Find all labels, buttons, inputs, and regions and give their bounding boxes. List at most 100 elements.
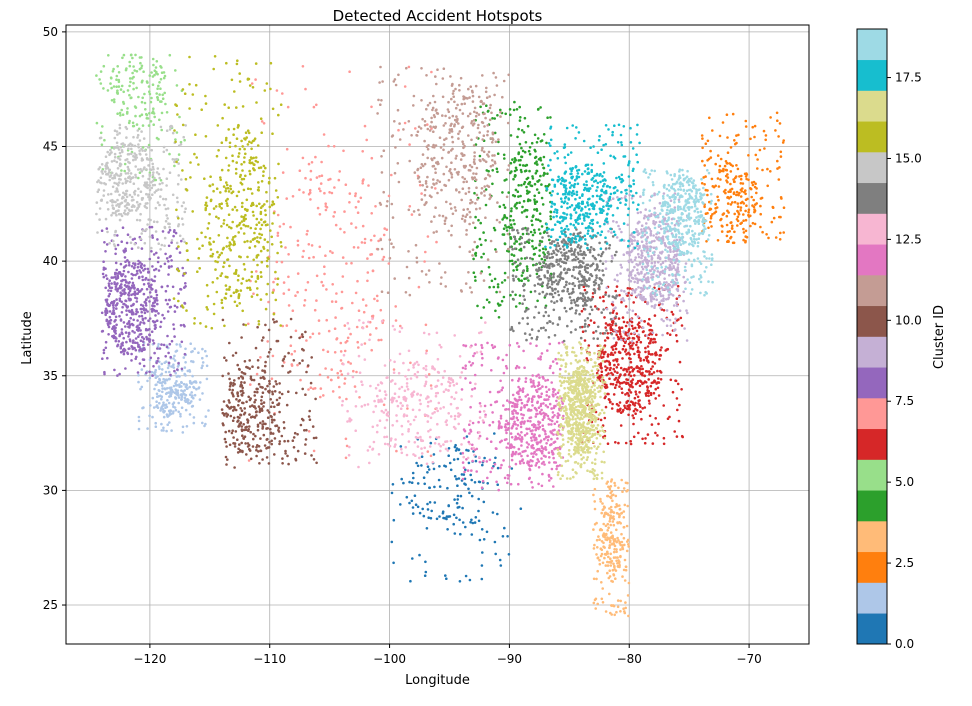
data-point: [682, 291, 685, 294]
data-point: [319, 190, 322, 193]
data-point: [522, 350, 525, 353]
data-point: [308, 243, 311, 246]
data-point: [127, 293, 130, 296]
data-point: [726, 136, 729, 139]
data-point: [142, 344, 145, 347]
data-point: [107, 89, 110, 92]
data-point: [660, 228, 663, 231]
data-point: [621, 490, 624, 493]
data-point: [155, 92, 158, 95]
data-point: [721, 230, 724, 233]
data-point: [465, 345, 468, 348]
data-point: [708, 117, 711, 120]
data-point: [740, 189, 743, 192]
data-point: [395, 450, 398, 453]
data-point: [470, 364, 473, 367]
data-point: [479, 539, 482, 542]
data-point: [620, 367, 623, 370]
data-point: [148, 415, 151, 418]
data-point: [389, 238, 392, 241]
data-point: [627, 287, 630, 290]
data-point: [311, 161, 314, 164]
data-point: [323, 133, 326, 136]
data-point: [733, 139, 736, 142]
data-point: [369, 253, 372, 256]
data-point: [651, 373, 654, 376]
data-point: [151, 416, 154, 419]
data-point: [512, 219, 515, 222]
data-point: [491, 344, 494, 347]
data-point: [645, 281, 648, 284]
data-point: [523, 405, 526, 408]
data-point: [294, 458, 297, 461]
data-point: [289, 226, 292, 229]
data-point: [659, 290, 662, 293]
data-point: [408, 160, 411, 163]
data-point: [634, 313, 637, 316]
data-point: [138, 420, 141, 423]
data-point: [615, 384, 618, 387]
data-point: [192, 386, 195, 389]
data-point: [333, 145, 336, 148]
data-point: [603, 532, 606, 535]
data-point: [159, 100, 162, 103]
data-point: [155, 298, 158, 301]
data-point: [281, 365, 284, 368]
data-point: [281, 92, 284, 95]
data-point: [462, 154, 465, 157]
data-point: [333, 186, 336, 189]
data-point: [155, 383, 158, 386]
data-point: [339, 228, 342, 231]
data-point: [490, 440, 493, 443]
data-point: [154, 422, 157, 425]
data-point: [331, 192, 334, 195]
data-point: [162, 230, 165, 233]
data-point: [677, 318, 680, 321]
data-point: [610, 497, 613, 500]
data-point: [152, 64, 155, 67]
data-point: [105, 299, 108, 302]
data-point: [625, 325, 628, 328]
data-point: [582, 330, 585, 333]
data-point: [547, 439, 550, 442]
data-point: [114, 319, 117, 322]
data-point: [252, 292, 255, 295]
data-point: [305, 429, 308, 432]
data-point: [493, 227, 496, 230]
data-point: [521, 274, 524, 277]
data-point: [609, 557, 612, 560]
data-point: [662, 404, 665, 407]
data-point: [434, 168, 437, 171]
data-point: [449, 168, 452, 171]
data-point: [448, 179, 451, 182]
data-point: [110, 319, 113, 322]
data-point: [236, 438, 239, 441]
data-point: [307, 281, 310, 284]
data-point: [627, 594, 630, 597]
data-point: [115, 340, 118, 343]
data-point: [547, 406, 550, 409]
data-point: [379, 66, 382, 69]
data-point: [634, 402, 637, 405]
data-point: [103, 241, 106, 244]
data-point: [309, 418, 312, 421]
data-point: [754, 182, 757, 185]
data-point: [471, 90, 474, 93]
data-point: [312, 256, 315, 259]
data-point: [428, 486, 431, 489]
data-point: [613, 337, 616, 340]
data-point: [511, 412, 514, 415]
data-point: [626, 251, 629, 254]
data-point: [283, 281, 286, 284]
data-point: [327, 350, 330, 353]
data-point: [766, 168, 769, 171]
data-point: [641, 299, 644, 302]
data-point: [383, 256, 386, 259]
data-point: [258, 405, 261, 408]
data-point: [536, 180, 539, 183]
data-point: [263, 423, 266, 426]
data-point: [137, 344, 140, 347]
data-point: [126, 107, 129, 110]
data-point: [430, 510, 433, 513]
data-point: [481, 357, 484, 360]
